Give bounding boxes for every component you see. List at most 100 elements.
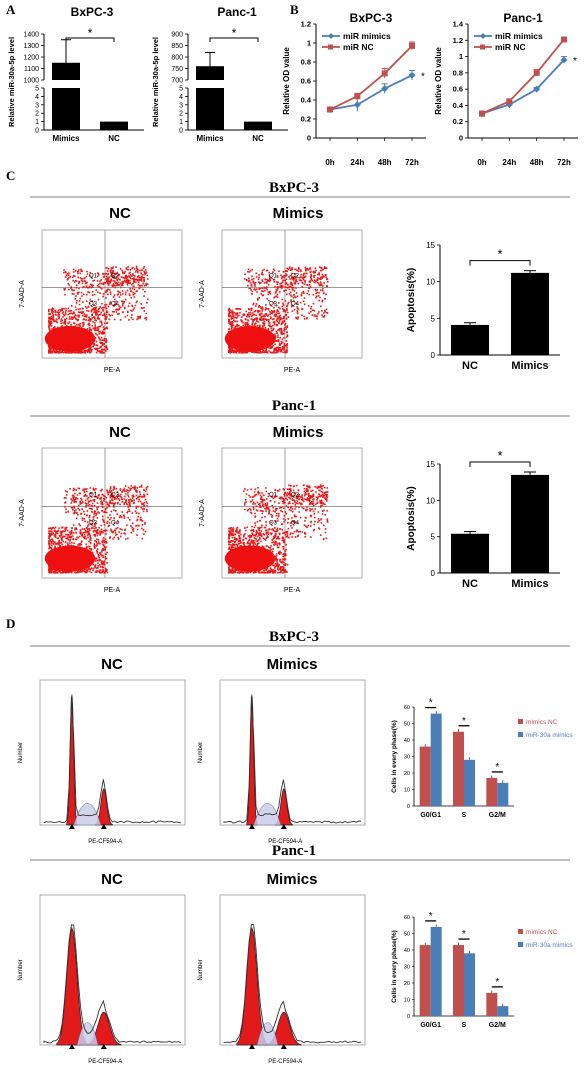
legend-marker xyxy=(328,44,333,50)
y-tick-label: 0 xyxy=(307,134,311,143)
y-axis-label: Cells in every phase(%) xyxy=(391,720,398,793)
y-tick-label: 1 xyxy=(35,119,39,126)
bar xyxy=(100,121,128,130)
y-tick-label: 30 xyxy=(404,965,410,971)
quadrant-label: Q3 xyxy=(89,302,98,308)
data-point xyxy=(533,85,541,93)
chart-title: Panc-1 xyxy=(217,5,257,19)
y-tick-label: 0 xyxy=(407,1014,410,1020)
y-tick-label: 2 xyxy=(35,111,39,118)
x-axis-label: PE-CF594-A xyxy=(268,1059,302,1065)
significance-star: * xyxy=(495,977,499,988)
x-axis-label: PE-A xyxy=(284,367,301,374)
significance-star: * xyxy=(462,716,466,727)
peak-marker xyxy=(68,824,75,829)
peak-marker xyxy=(68,1044,75,1049)
y-tick-label: 1200 xyxy=(23,55,39,62)
y-tick-label: 50 xyxy=(404,932,410,938)
y-tick-label: 4 xyxy=(179,94,183,101)
data-point xyxy=(408,71,416,79)
data-point xyxy=(381,85,389,93)
y-axis-label: 7-AAD-A xyxy=(19,499,26,527)
y-axis-label: Cells in every phase(%) xyxy=(391,930,398,1003)
y-tick-label: 5 xyxy=(179,86,183,93)
quadrant-label: Q1 xyxy=(269,493,278,499)
x-axis-label: PE-CF594-A xyxy=(88,839,122,845)
y-axis-label: 7-AAD-A xyxy=(199,280,206,308)
cell-population xyxy=(44,326,96,352)
chart-title: Panc-1 xyxy=(503,11,543,25)
dot-plot-frame xyxy=(41,447,183,579)
data-point xyxy=(561,36,567,43)
legend-marker xyxy=(328,33,334,39)
section-title-c-bxpc3: BxPC-3 xyxy=(269,180,319,196)
y-tick-label: 10 xyxy=(426,496,435,505)
chart-title: BxPC-3 xyxy=(71,5,114,19)
significance-star: * xyxy=(495,762,499,773)
data-point xyxy=(327,106,333,113)
legend-swatch xyxy=(518,732,523,737)
bar xyxy=(464,759,475,806)
x-tick-label: G2/M xyxy=(489,812,506,819)
y-tick-label: 1 xyxy=(307,39,311,48)
x-axis-label: PE-A xyxy=(104,587,121,594)
cell-events xyxy=(228,266,329,354)
y-tick-label: 1.4 xyxy=(453,20,464,29)
histogram-frame xyxy=(219,679,366,826)
heading-nc: NC xyxy=(101,871,123,888)
histogram-frame xyxy=(39,894,186,1046)
legend-label: miR-30a mimics xyxy=(526,942,573,949)
significance-star: * xyxy=(462,929,466,940)
y-tick-label: 0.4 xyxy=(453,101,464,110)
bar xyxy=(451,324,489,355)
y-tick-label: 50 xyxy=(404,722,410,728)
heading-mimics: Mimics xyxy=(273,424,324,441)
heading-mimics: Mimics xyxy=(273,205,324,222)
y-tick-label: 1 xyxy=(179,119,183,126)
y-axis-label: Number xyxy=(18,959,24,980)
peak-marker xyxy=(100,1044,107,1049)
data-point xyxy=(381,70,388,77)
data-point xyxy=(479,110,485,117)
x-tick-label: NC xyxy=(462,578,478,590)
y-tick-label: 5 xyxy=(431,533,436,542)
y-tick-label: 20 xyxy=(404,981,410,987)
section-title-d-bxpc3: BxPC-3 xyxy=(269,629,319,645)
y-axis-label: Number xyxy=(18,742,24,763)
bar xyxy=(196,88,224,130)
quadrant-label: Q2 xyxy=(291,493,300,499)
y-tick-label: 0.6 xyxy=(301,77,311,86)
x-axis-label: PE-CF594-A xyxy=(268,839,302,845)
y-tick-label: 750 xyxy=(171,66,183,73)
peak-marker xyxy=(248,824,255,829)
y-axis-label: Apoptosis(%) xyxy=(406,486,417,550)
y-tick-label: 0.4 xyxy=(301,96,312,105)
y-tick-label: 700 xyxy=(171,78,183,85)
x-tick-label: Mimics xyxy=(511,578,548,590)
y-tick-label: 1100 xyxy=(24,66,39,73)
y-tick-label: 3 xyxy=(179,102,183,109)
quadrant-label: Q3 xyxy=(89,521,98,527)
bar xyxy=(486,992,498,1016)
legend-label: mimics NC xyxy=(526,719,558,726)
s-phase xyxy=(73,803,102,826)
x-tick-label: 0h xyxy=(477,158,486,167)
bar xyxy=(451,533,489,573)
bar xyxy=(196,66,224,80)
legend-swatch xyxy=(518,929,523,934)
series-line xyxy=(329,45,413,111)
section-title-c-panc1: Panc-1 xyxy=(272,398,316,414)
y-tick-label: 60 xyxy=(404,705,410,711)
bar xyxy=(52,62,80,80)
y-tick-label: 3 xyxy=(35,102,39,109)
legend-marker xyxy=(480,33,486,39)
bar xyxy=(511,272,549,355)
series-line xyxy=(481,38,565,115)
quadrant-label: Q1 xyxy=(89,274,98,280)
significance-bracket xyxy=(469,260,531,266)
y-axis-label: 7-AAD-A xyxy=(19,280,26,308)
dot-plot-frame xyxy=(41,229,183,359)
legend-swatch xyxy=(518,942,523,947)
peak-marker xyxy=(280,824,287,829)
y-tick-label: 10 xyxy=(404,788,410,794)
